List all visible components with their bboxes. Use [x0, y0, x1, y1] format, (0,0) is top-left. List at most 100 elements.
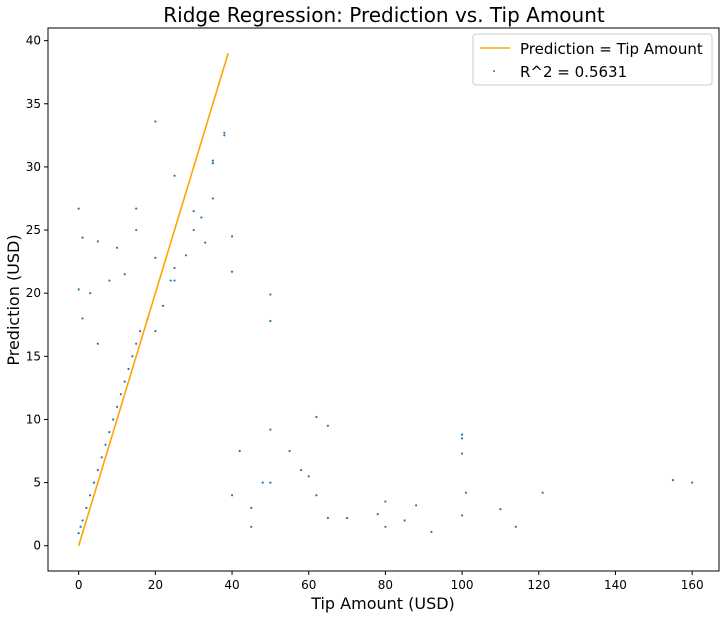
- x-tick-label: 20: [148, 578, 163, 592]
- y-axis-title: Prediction (USD): [4, 234, 23, 365]
- x-tick-label: 160: [681, 578, 704, 592]
- data-point: [514, 525, 517, 528]
- legend-point-swatch: [493, 70, 495, 72]
- data-point: [250, 506, 253, 509]
- data-point: [154, 120, 157, 123]
- data-point: [77, 288, 80, 291]
- data-point: [269, 319, 272, 323]
- data-layer: [77, 120, 694, 535]
- data-point: [154, 329, 157, 333]
- data-point: [211, 159, 214, 162]
- x-tick-label: 120: [527, 578, 550, 592]
- data-point: [138, 329, 142, 333]
- data-point: [307, 475, 310, 478]
- data-point: [173, 266, 176, 270]
- data-point: [261, 481, 264, 484]
- data-point: [384, 500, 387, 503]
- y-tick-label: 25: [26, 223, 41, 237]
- data-point: [81, 317, 84, 320]
- chart-title: Ridge Regression: Prediction vs. Tip Amo…: [163, 3, 605, 27]
- data-point: [119, 393, 122, 396]
- data-point: [223, 134, 226, 137]
- data-point: [173, 174, 176, 177]
- y-tick-label: 35: [26, 97, 41, 111]
- data-point: [384, 525, 387, 528]
- data-point: [96, 342, 99, 345]
- y-tick-label: 15: [26, 349, 41, 363]
- reference-line-layer: [77, 53, 229, 546]
- x-axis-ticks: 0 20 40 60 80 100 120 140 160: [75, 571, 704, 592]
- data-point: [127, 367, 130, 371]
- data-point: [77, 532, 80, 535]
- data-point: [326, 424, 330, 427]
- data-point: [464, 491, 468, 494]
- data-point: [671, 478, 675, 482]
- data-point: [108, 279, 111, 282]
- data-point: [269, 428, 272, 431]
- data-point: [184, 254, 188, 257]
- data-point: [192, 228, 195, 232]
- data-point: [376, 513, 379, 516]
- data-point: [154, 256, 157, 259]
- data-point: [81, 519, 84, 522]
- data-point: [211, 162, 214, 165]
- x-tick-label: 100: [451, 578, 474, 592]
- data-point: [211, 197, 214, 200]
- data-point: [326, 516, 330, 520]
- x-tick-label: 40: [224, 578, 239, 592]
- data-point: [238, 449, 241, 453]
- data-point: [123, 380, 126, 383]
- legend-label-scatter: R^2 = 0.5631: [520, 63, 627, 81]
- data-point: [135, 207, 138, 210]
- x-axis-title: Tip Amount (USD): [310, 594, 455, 613]
- y-tick-label: 30: [26, 160, 41, 174]
- x-tick-label: 80: [378, 578, 393, 592]
- y-tick-label: 20: [26, 286, 41, 300]
- data-point: [250, 525, 253, 528]
- y-axis-ticks: 0 5 10 15 20 25 30 35 40: [26, 34, 48, 553]
- data-point: [169, 279, 172, 282]
- data-point: [112, 418, 115, 421]
- data-point: [345, 516, 349, 520]
- y-tick-label: 10: [26, 412, 41, 426]
- data-point: [430, 530, 433, 533]
- data-point: [200, 216, 203, 219]
- data-point: [115, 405, 119, 408]
- legend: Prediction = Tip Amount R^2 = 0.5631: [472, 33, 713, 86]
- data-point: [85, 506, 88, 509]
- y-tick-label: 40: [26, 34, 41, 48]
- data-point: [269, 293, 272, 296]
- data-point: [461, 452, 464, 455]
- data-point: [461, 437, 464, 440]
- data-point: [135, 342, 138, 345]
- data-point: [161, 304, 165, 307]
- data-point: [192, 210, 195, 213]
- data-point: [403, 519, 406, 522]
- data-point: [461, 514, 464, 517]
- data-point: [89, 292, 92, 295]
- data-point: [299, 468, 303, 472]
- data-point: [131, 355, 134, 358]
- x-tick-label: 60: [301, 578, 316, 592]
- data-point: [541, 491, 544, 494]
- data-point: [223, 131, 226, 134]
- data-point: [79, 525, 82, 528]
- data-point: [135, 228, 138, 232]
- data-point: [499, 508, 502, 511]
- data-point: [108, 430, 111, 434]
- legend-label-reference-line: Prediction = Tip Amount: [520, 40, 703, 58]
- data-point: [173, 279, 176, 282]
- data-point: [104, 443, 107, 446]
- data-point: [92, 481, 96, 484]
- data-point: [315, 415, 318, 419]
- reference-line: [77, 53, 229, 546]
- data-point: [96, 240, 99, 243]
- data-point: [77, 207, 80, 210]
- data-point: [315, 494, 318, 497]
- data-point: [230, 235, 234, 238]
- y-tick-label: 0: [33, 539, 41, 553]
- data-point: [269, 481, 272, 484]
- y-tick-label: 5: [33, 476, 41, 490]
- x-tick-label: 0: [75, 578, 83, 592]
